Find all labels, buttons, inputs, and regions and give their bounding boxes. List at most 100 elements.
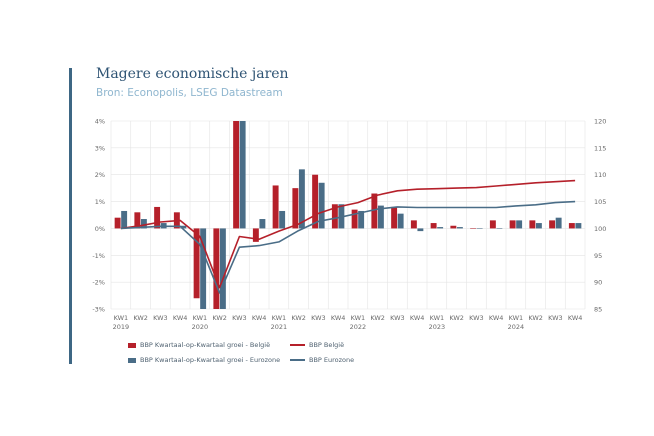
x-tick-label: KW3 [232, 314, 247, 322]
x-tick-label: KW4 [331, 314, 346, 322]
y-tick-right: 105 [594, 198, 606, 206]
bar-eurozone [121, 210, 128, 229]
chart-title: Magere economische jaren [96, 66, 289, 82]
bar-belgie [450, 225, 457, 229]
bar-eurozone [456, 227, 463, 229]
bar-belgie [351, 209, 358, 229]
x-tick-label: KW1 [430, 314, 445, 322]
legend-label-line-eurozone: BBP Eurozone [309, 356, 355, 364]
y-tick-left: 0% [95, 225, 105, 233]
x-year-label: 2023 [429, 323, 446, 331]
x-tick-label: KW3 [390, 314, 405, 322]
x-tick-label: KW2 [291, 314, 306, 322]
y-tick-right: 85 [594, 306, 602, 314]
bar-eurozone [476, 228, 483, 229]
x-tick-label: KW4 [568, 314, 583, 322]
bar-eurozone [397, 213, 404, 229]
x-year-label: 2024 [508, 323, 525, 331]
x-tick-label: KW3 [548, 314, 563, 322]
x-tick-label: KW2 [449, 314, 464, 322]
legend-swatch-bar-eurozone [128, 357, 136, 363]
bar-belgie [292, 188, 299, 229]
legend-label-bar-eurozone: BBP Kwartaal-op-Kwartaal groei - Eurozon… [140, 356, 281, 364]
bar-eurozone [318, 182, 325, 229]
bar-eurozone [437, 227, 444, 229]
bar-belgie [549, 220, 556, 229]
x-tick-label: KW1 [272, 314, 287, 322]
x-tick-label: KW1 [351, 314, 366, 322]
y-tick-left: -1% [92, 252, 105, 260]
y-tick-right: 115 [594, 144, 606, 152]
bar-belgie [134, 212, 141, 229]
legend-label-line-belgie: BBP België [309, 341, 345, 349]
chart-legend: BBP Kwartaal-op-Kwartaal groei - België … [128, 341, 388, 369]
bar-belgie [371, 193, 378, 229]
x-tick-label: KW4 [410, 314, 425, 322]
bar-eurozone [298, 169, 305, 229]
x-tick-label: KW3 [153, 314, 168, 322]
legend-item-bar-belgie: BBP Kwartaal-op-Kwartaal groei - België [128, 341, 270, 349]
accent-bar [69, 68, 72, 364]
legend-item-bar-eurozone: BBP Kwartaal-op-Kwartaal groei - Eurozon… [128, 356, 280, 364]
bar-eurozone [219, 228, 226, 309]
y-tick-left: 1% [95, 198, 105, 206]
bar-belgie [331, 204, 338, 229]
x-tick-label: KW1 [509, 314, 524, 322]
x-tick-label: KW2 [528, 314, 543, 322]
bar-belgie [391, 206, 398, 229]
y-tick-right: 90 [594, 279, 602, 287]
x-tick-label: KW3 [469, 314, 484, 322]
line-eurozone [120, 200, 576, 294]
legend-swatch-bar-belgie [128, 342, 136, 348]
x-year-label: 2021 [271, 323, 288, 331]
bar-belgie [114, 217, 121, 229]
y-tick-right: 110 [594, 171, 606, 179]
bar-belgie [529, 220, 536, 229]
bar-eurozone [555, 217, 562, 229]
x-tick-label: KW4 [252, 314, 267, 322]
y-tick-left: -2% [92, 279, 105, 287]
bar-eurozone [377, 205, 384, 229]
bar-eurozone [239, 121, 246, 229]
bar-belgie [509, 220, 516, 229]
legend-swatch-line-belgie [290, 344, 305, 346]
x-tick-label: KW2 [370, 314, 385, 322]
bar-belgie [154, 206, 161, 229]
y-tick-left: 2% [95, 171, 105, 179]
legend-item-line-eurozone: BBP Eurozone [290, 356, 354, 364]
y-tick-right: 120 [594, 118, 606, 126]
bar-belgie [193, 228, 200, 299]
bar-eurozone [358, 210, 365, 229]
bar-eurozone [140, 219, 147, 229]
y-tick-right: 95 [594, 252, 602, 260]
bar-belgie [489, 220, 496, 229]
bar-belgie [213, 228, 220, 309]
x-tick-label: KW1 [193, 314, 208, 322]
bar-eurozone [259, 219, 266, 229]
y-tick-left: 4% [95, 118, 105, 126]
bar-belgie [312, 174, 319, 229]
line-belgie [120, 179, 576, 289]
legend-item-line-belgie: BBP België [290, 341, 344, 349]
bar-eurozone [417, 228, 424, 232]
chart-source: Bron: Econopolis, LSEG Datastream [96, 87, 283, 99]
bar-eurozone [575, 223, 582, 229]
bar-eurozone [535, 223, 542, 229]
legend-label-bar-belgie: BBP Kwartaal-op-Kwartaal groei - België [140, 341, 271, 349]
bar-belgie [568, 223, 575, 229]
bar-belgie [430, 223, 437, 229]
y-tick-left: 3% [95, 144, 105, 152]
x-year-label: 2019 [113, 323, 130, 331]
bar-belgie [233, 121, 240, 229]
legend-swatch-line-eurozone [290, 359, 305, 361]
y-tick-left: -3% [92, 306, 105, 314]
x-tick-label: KW2 [133, 314, 148, 322]
y-tick-right: 100 [594, 225, 606, 233]
bar-eurozone [200, 228, 207, 309]
bar-eurozone [279, 210, 286, 229]
bar-belgie [410, 220, 417, 229]
bar-belgie [272, 185, 279, 229]
x-tick-label: KW4 [489, 314, 504, 322]
x-tick-label: KW4 [173, 314, 188, 322]
